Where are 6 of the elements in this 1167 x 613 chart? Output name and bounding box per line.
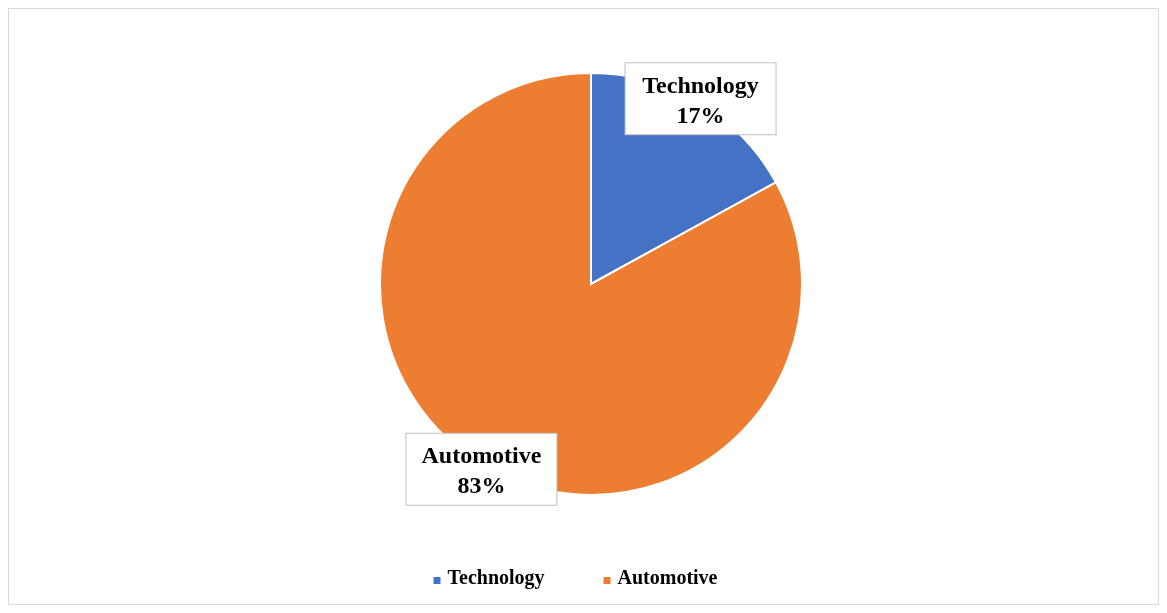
data-label: 83% [457,472,506,499]
legend-label: Automotive [617,566,718,588]
slice-label: Technology [642,71,759,98]
slice-label: Automotive [421,442,542,469]
data-label: 17% [676,101,725,128]
legend-label: Technology [447,566,545,589]
